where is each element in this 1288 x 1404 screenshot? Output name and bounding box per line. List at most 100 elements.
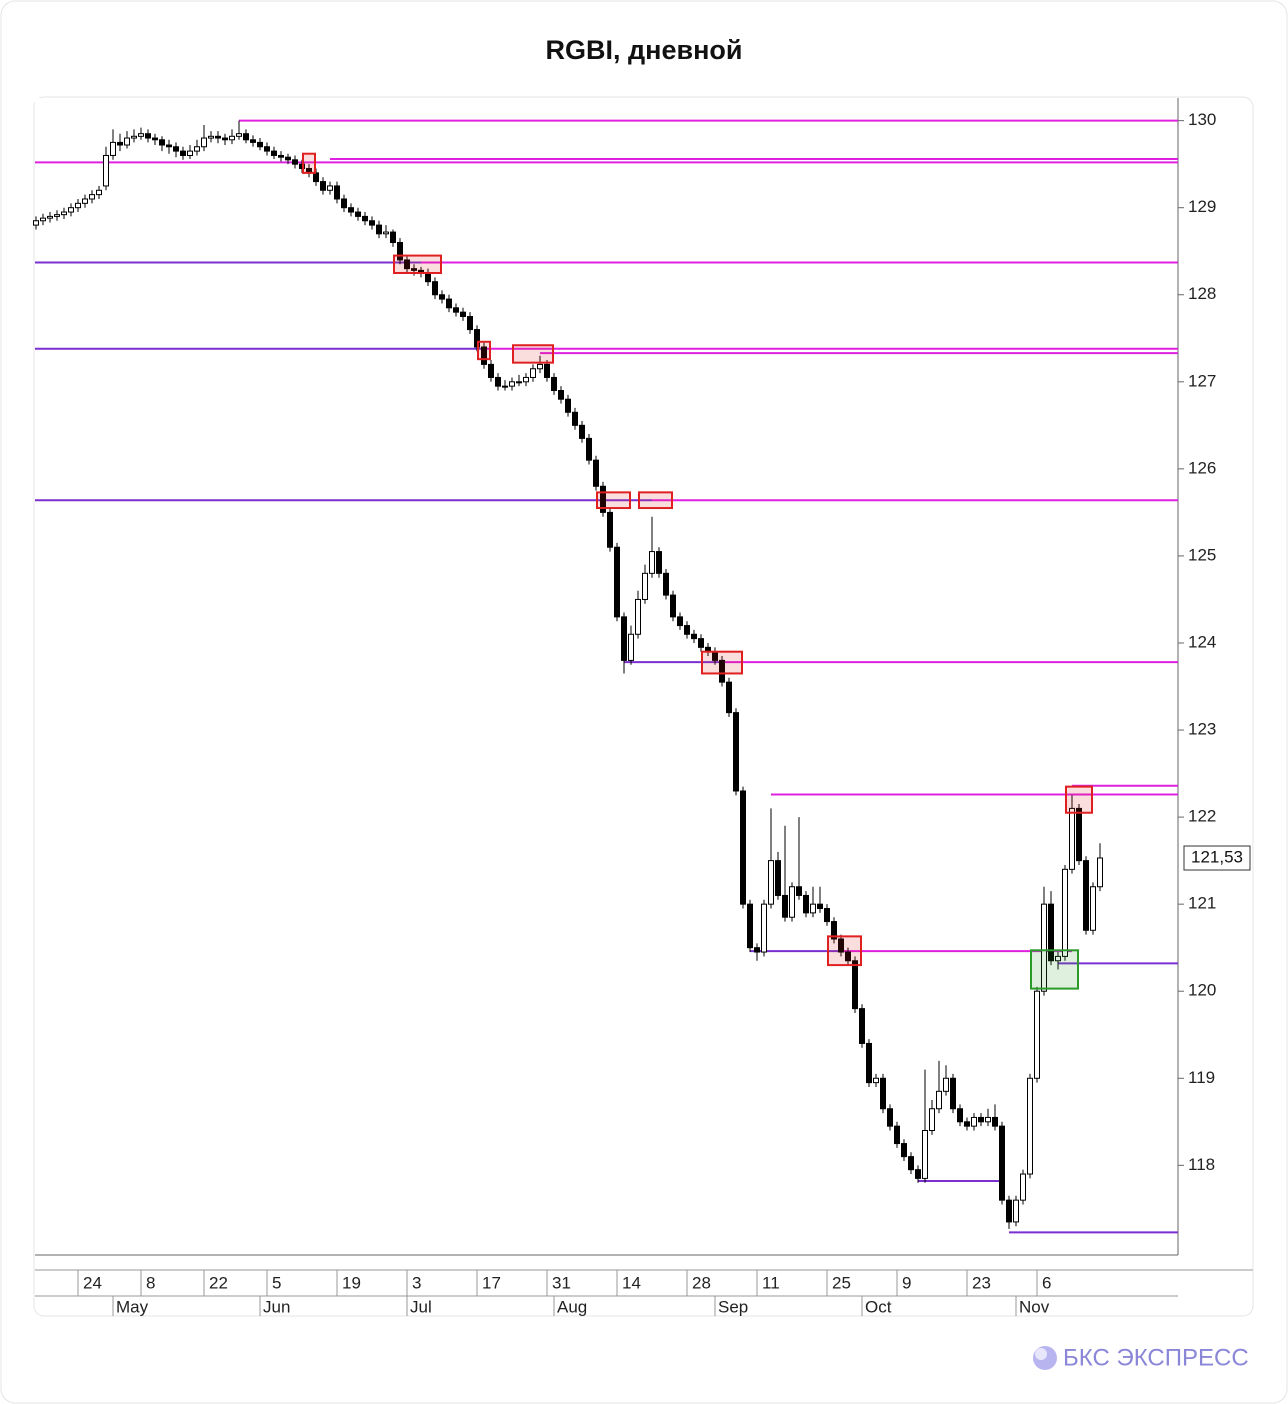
candle-body	[838, 938, 844, 953]
candle-body	[1097, 857, 1103, 888]
y-tick-label: 119	[1188, 1068, 1215, 1087]
x-tick-label: 25	[832, 1273, 851, 1292]
last-price-label: 121,53	[1191, 848, 1243, 867]
highlight-box	[701, 650, 743, 675]
candle-body	[362, 215, 368, 222]
candle-body	[985, 1116, 991, 1123]
candle-body	[243, 133, 249, 141]
y-tick-label: 123	[1188, 720, 1216, 739]
y-tick-label: 129	[1188, 197, 1216, 216]
candle-body	[635, 598, 641, 635]
candle-body	[684, 625, 690, 635]
chart-title: RGBI, дневной	[546, 35, 743, 65]
y-tick-label: 122	[1188, 807, 1216, 826]
x-tick-label: 31	[552, 1273, 571, 1292]
month-label: Aug	[557, 1297, 587, 1316]
candle-body	[404, 259, 410, 270]
candle-body	[152, 137, 158, 141]
candle-body	[376, 224, 382, 235]
candle-body	[1034, 990, 1040, 1079]
candle-body	[334, 185, 340, 200]
candle-body	[999, 1125, 1005, 1201]
candle-body	[754, 947, 760, 953]
x-tick-label: 8	[146, 1273, 155, 1292]
candle-body	[285, 156, 291, 161]
candle-body	[208, 135, 214, 139]
candle-body	[40, 217, 46, 222]
candle-body	[901, 1143, 907, 1158]
highlight-box	[638, 491, 673, 510]
candle-body	[278, 154, 284, 158]
candle-body	[502, 385, 508, 388]
candle-body	[677, 616, 683, 627]
candle-body	[523, 376, 529, 383]
candle-body	[586, 437, 592, 461]
brand-logo: БКС ЭКСПРЕСС	[1033, 1344, 1249, 1371]
candle-body	[229, 135, 235, 141]
candle-body	[159, 139, 165, 146]
candle-body	[908, 1156, 914, 1171]
candle-body	[747, 903, 753, 949]
candle-body	[446, 298, 452, 309]
candle-body	[572, 411, 578, 426]
candle-body	[1083, 860, 1089, 931]
x-tick-label: 3	[412, 1273, 421, 1292]
candle-body	[796, 886, 802, 896]
candle-body	[894, 1125, 900, 1145]
candle-body	[117, 141, 123, 146]
candle-body	[327, 185, 333, 191]
candle-body	[180, 150, 186, 156]
y-tick-label: 125	[1188, 545, 1216, 564]
candle-body	[68, 207, 74, 213]
candle-body	[103, 154, 109, 187]
candle-body	[257, 141, 263, 148]
candle-body	[859, 1008, 865, 1044]
candle-body	[971, 1116, 977, 1127]
candle-body	[600, 485, 606, 513]
candle-body	[271, 150, 277, 156]
candle-body	[432, 281, 438, 296]
highlight-box	[302, 152, 316, 174]
candle-body	[621, 616, 627, 661]
candle-body	[166, 144, 172, 148]
candle-body	[460, 311, 466, 318]
candle-body	[537, 363, 543, 370]
candle-body	[565, 398, 571, 413]
x-tick-label: 22	[209, 1273, 228, 1292]
x-tick-label: 23	[972, 1273, 991, 1292]
candle-body	[1090, 886, 1096, 931]
candle-body	[1006, 1199, 1012, 1223]
logo-icon-highlight	[1035, 1348, 1047, 1360]
candle-body	[649, 551, 655, 574]
x-tick-label: 28	[692, 1273, 711, 1292]
highlight-box	[596, 491, 631, 510]
x-tick-label: 5	[272, 1273, 281, 1292]
candle-body	[719, 659, 725, 683]
candle-body	[558, 390, 564, 400]
candle-body	[733, 712, 739, 792]
candle-body	[54, 214, 60, 217]
candle-body	[369, 220, 375, 226]
y-tick-label: 120	[1188, 981, 1216, 1000]
candle-body	[82, 198, 88, 204]
candle-body	[950, 1077, 956, 1110]
candle-body	[236, 133, 242, 137]
candle-body	[61, 211, 67, 216]
highlight-box	[477, 340, 491, 361]
candle-body	[544, 363, 550, 378]
y-tick-label: 130	[1188, 110, 1216, 129]
candle-body	[992, 1116, 998, 1127]
candle-body	[782, 894, 788, 918]
candle-body	[1076, 807, 1082, 862]
candle-body	[124, 137, 130, 146]
candle-body	[852, 960, 858, 1010]
candle-body	[810, 903, 816, 914]
candle-body	[789, 886, 795, 918]
candle-body	[110, 141, 116, 156]
candle-body	[929, 1108, 935, 1132]
candle-body	[47, 215, 53, 219]
x-tick-label: 14	[622, 1273, 641, 1292]
candle-body	[551, 376, 557, 392]
candle-body	[880, 1077, 886, 1110]
candle-body	[957, 1108, 963, 1123]
